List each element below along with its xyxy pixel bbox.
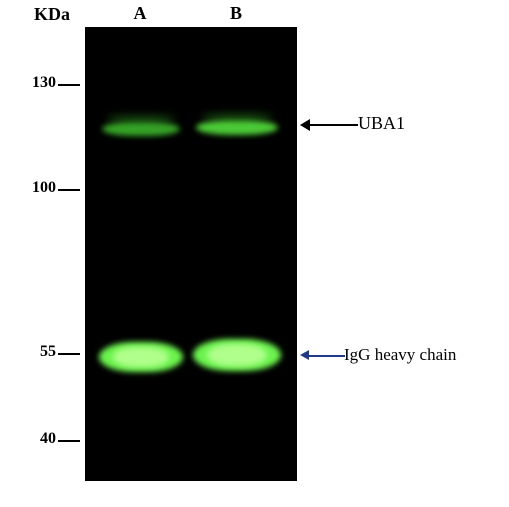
- marker-tick: [58, 440, 80, 442]
- marker-label: 40: [16, 430, 56, 448]
- lane-label-a: A: [128, 3, 152, 24]
- igg-heavy-chain-arrow-head: [300, 350, 309, 360]
- marker-label: 55: [16, 343, 56, 361]
- unit-label: KDa: [34, 4, 70, 25]
- band: [201, 113, 273, 121]
- band: [106, 115, 176, 123]
- band: [102, 122, 180, 136]
- band: [207, 344, 267, 366]
- band: [196, 120, 278, 135]
- uba1-arrow: [310, 124, 358, 126]
- igg-heavy-chain-arrow: [309, 355, 345, 357]
- blot-region: [85, 27, 297, 481]
- marker-tick: [58, 353, 80, 355]
- marker-tick: [58, 84, 80, 86]
- igg-heavy-chain-label: IgG heavy chain: [344, 345, 456, 365]
- marker-label: 130: [16, 74, 56, 92]
- uba1-arrow-head: [300, 119, 310, 131]
- marker-label: 100: [16, 179, 56, 197]
- marker-tick: [58, 189, 80, 191]
- lane-label-b: B: [224, 3, 248, 24]
- uba1-label: UBA1: [358, 113, 405, 134]
- band: [113, 347, 169, 367]
